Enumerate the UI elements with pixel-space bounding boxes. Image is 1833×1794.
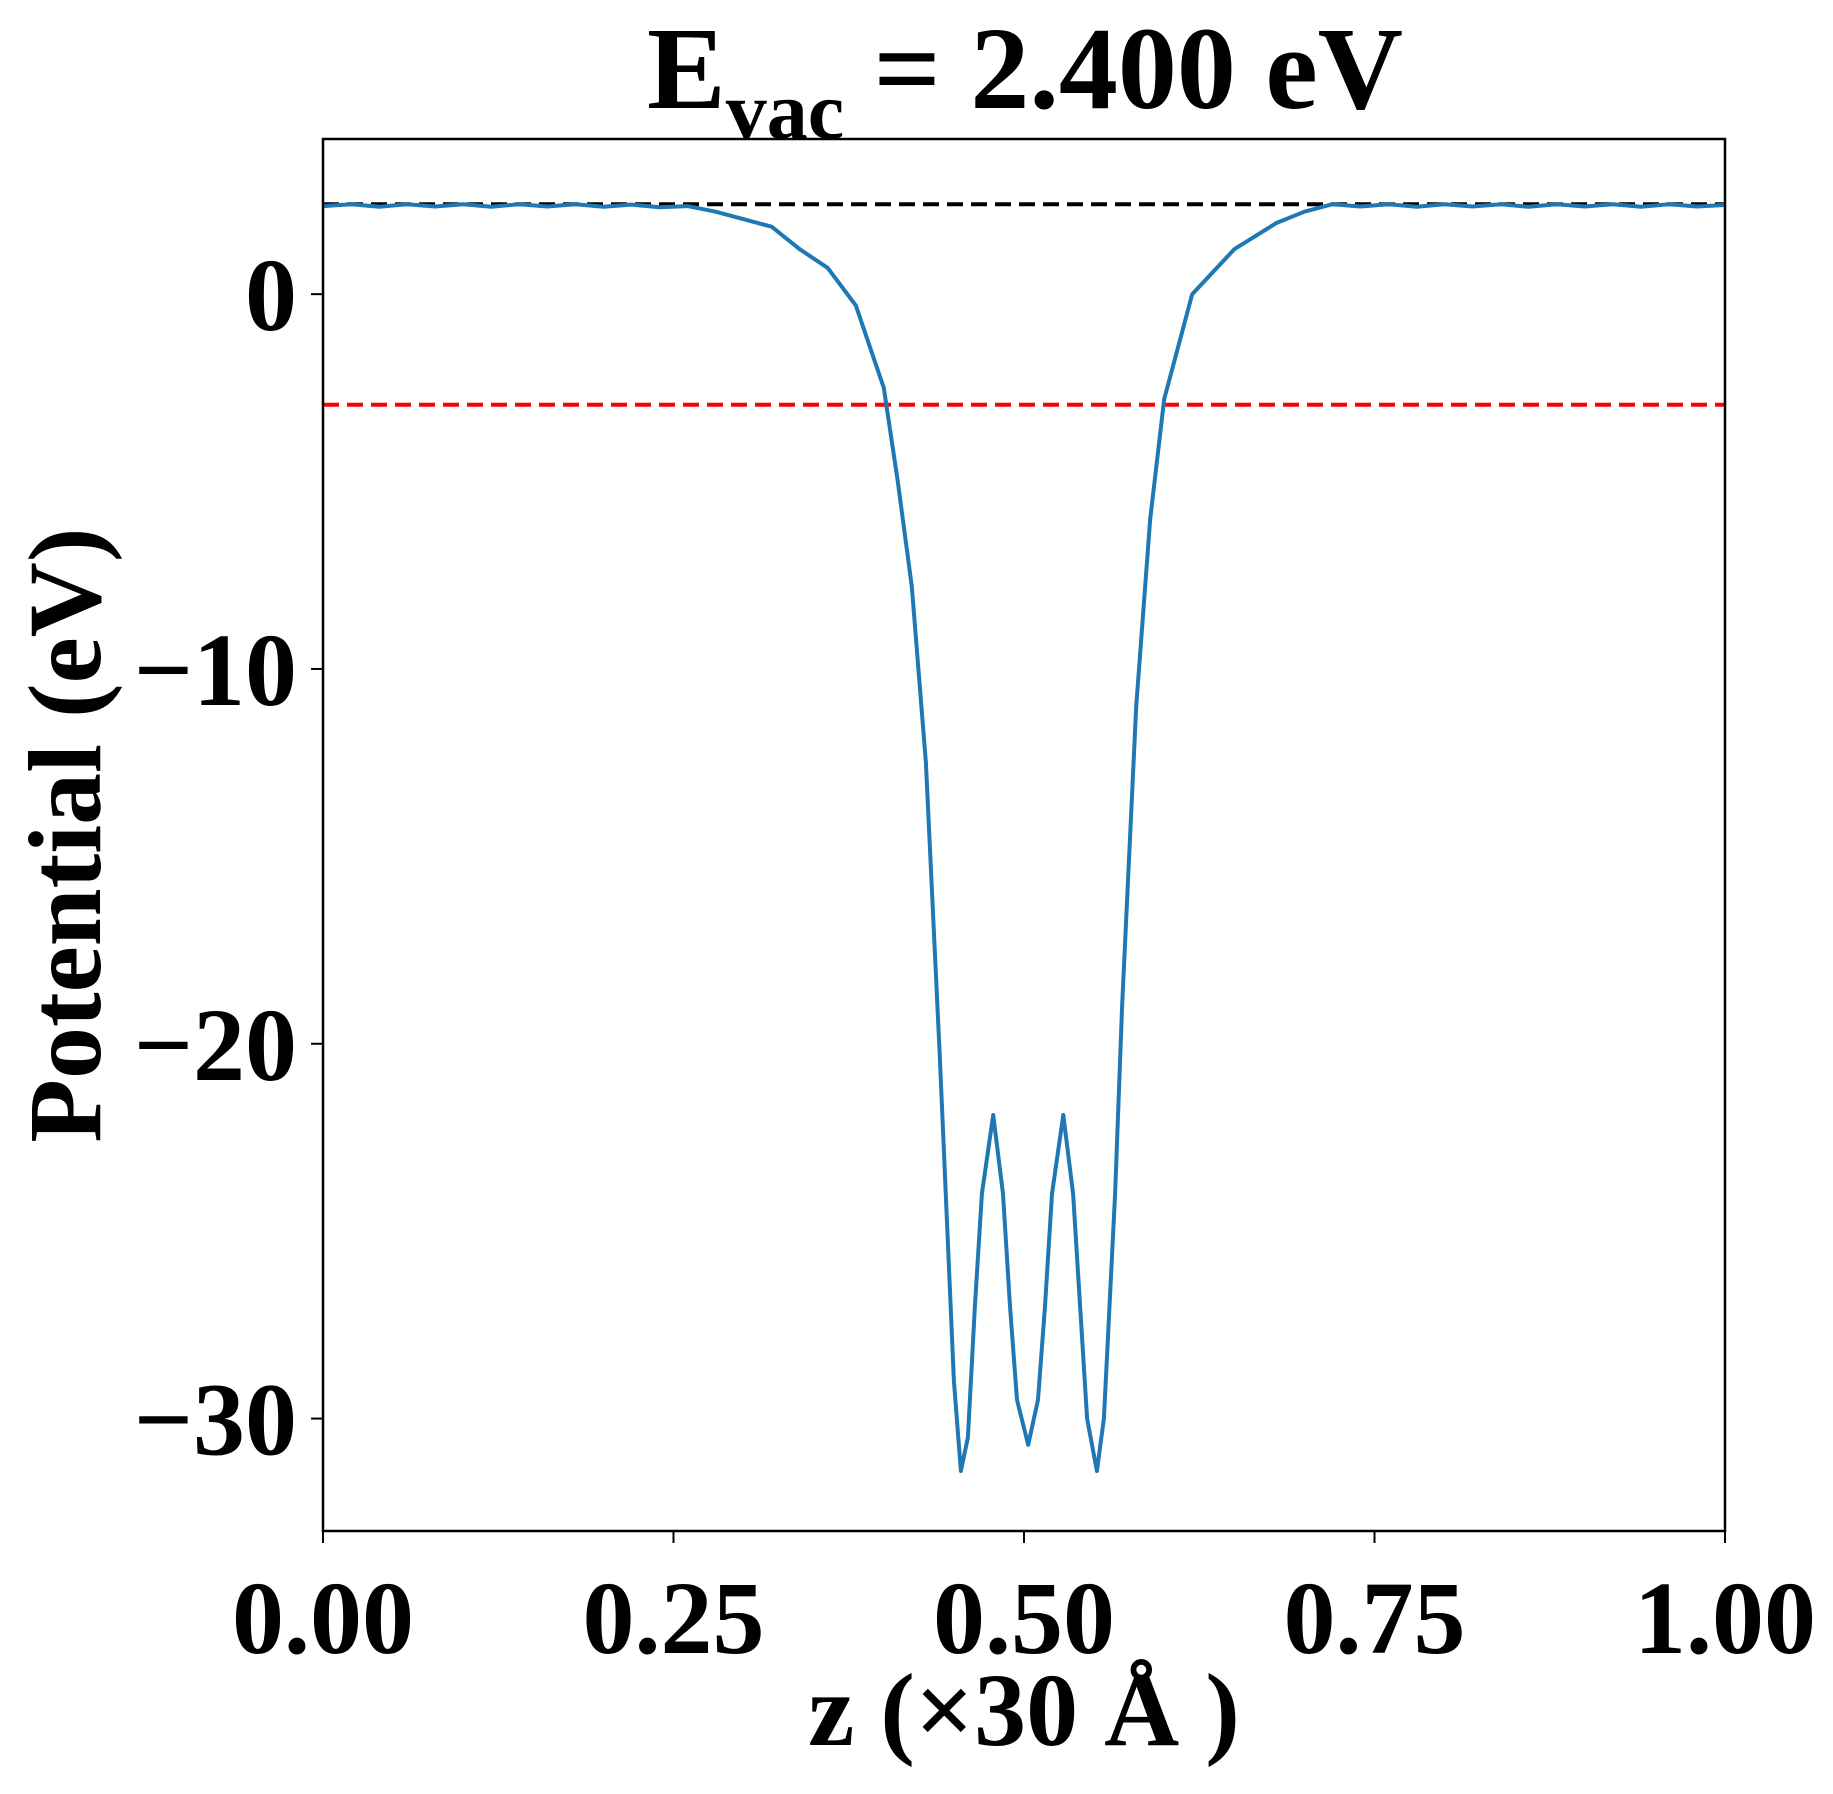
x-axis-label: z (×30 Å ) — [808, 1653, 1240, 1768]
y-axis-label: Potential (eV) — [8, 527, 123, 1142]
title-sub: vac — [726, 65, 844, 156]
x-tick-label: 0.25 — [583, 1561, 765, 1676]
y-tick-label: −10 — [134, 613, 297, 728]
y-tick-label: −30 — [134, 1363, 297, 1478]
y-tick-label: −20 — [134, 988, 297, 1103]
chart-title: Evac = 2.400 eV — [647, 3, 1403, 156]
title-base: E — [647, 3, 726, 134]
x-tick-label: 0.00 — [232, 1561, 414, 1676]
x-tick-label: 0.75 — [1284, 1561, 1466, 1676]
x-tick-label: 1.00 — [1634, 1561, 1816, 1676]
x-tick-label: 0.50 — [933, 1561, 1115, 1676]
plot-frame — [321, 137, 1727, 1533]
data-line — [322, 202, 1726, 1473]
title-rest: = 2.400 eV — [844, 3, 1403, 134]
y-tick-label: 0 — [245, 238, 297, 353]
